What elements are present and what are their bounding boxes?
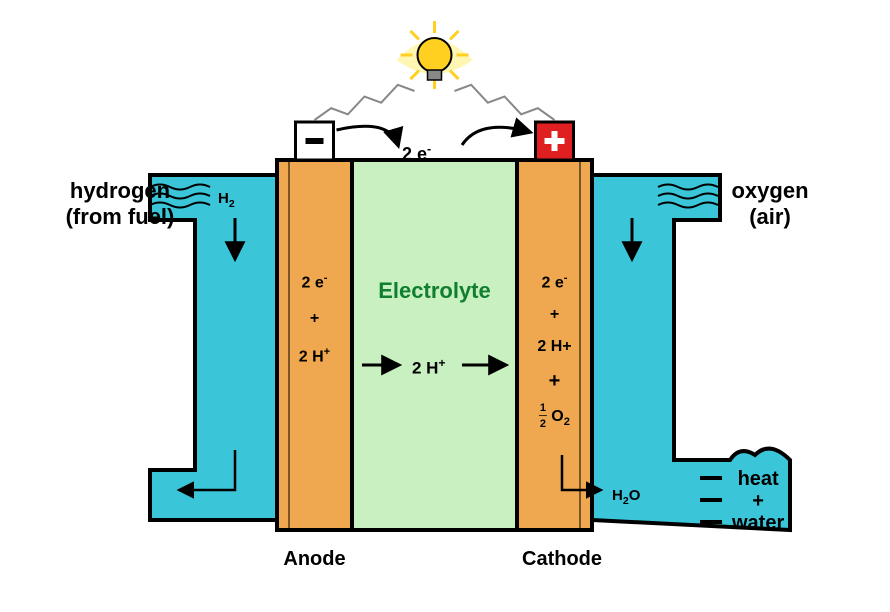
- electrolyte-label: Electrolyte: [352, 278, 517, 304]
- cathode-label: Cathode: [517, 548, 607, 571]
- h2o-label: H2O: [612, 487, 640, 507]
- heat-water-label: heat+water: [732, 468, 784, 534]
- hydrogen-input-label: hydrogen (from fuel): [50, 178, 190, 230]
- oxygen-input-label: oxygen (air): [710, 178, 830, 230]
- anode-reaction: 2 e- + 2 H+: [277, 272, 352, 367]
- anode-label: Anode: [277, 548, 352, 571]
- electron-flow-label: 2 e-: [402, 142, 431, 165]
- h2-label: H2: [218, 190, 235, 210]
- proton-flow-label: 2 H+: [412, 356, 445, 379]
- cathode-reaction: 2 e- + 2 H+ + 1─2 O2: [517, 272, 592, 428]
